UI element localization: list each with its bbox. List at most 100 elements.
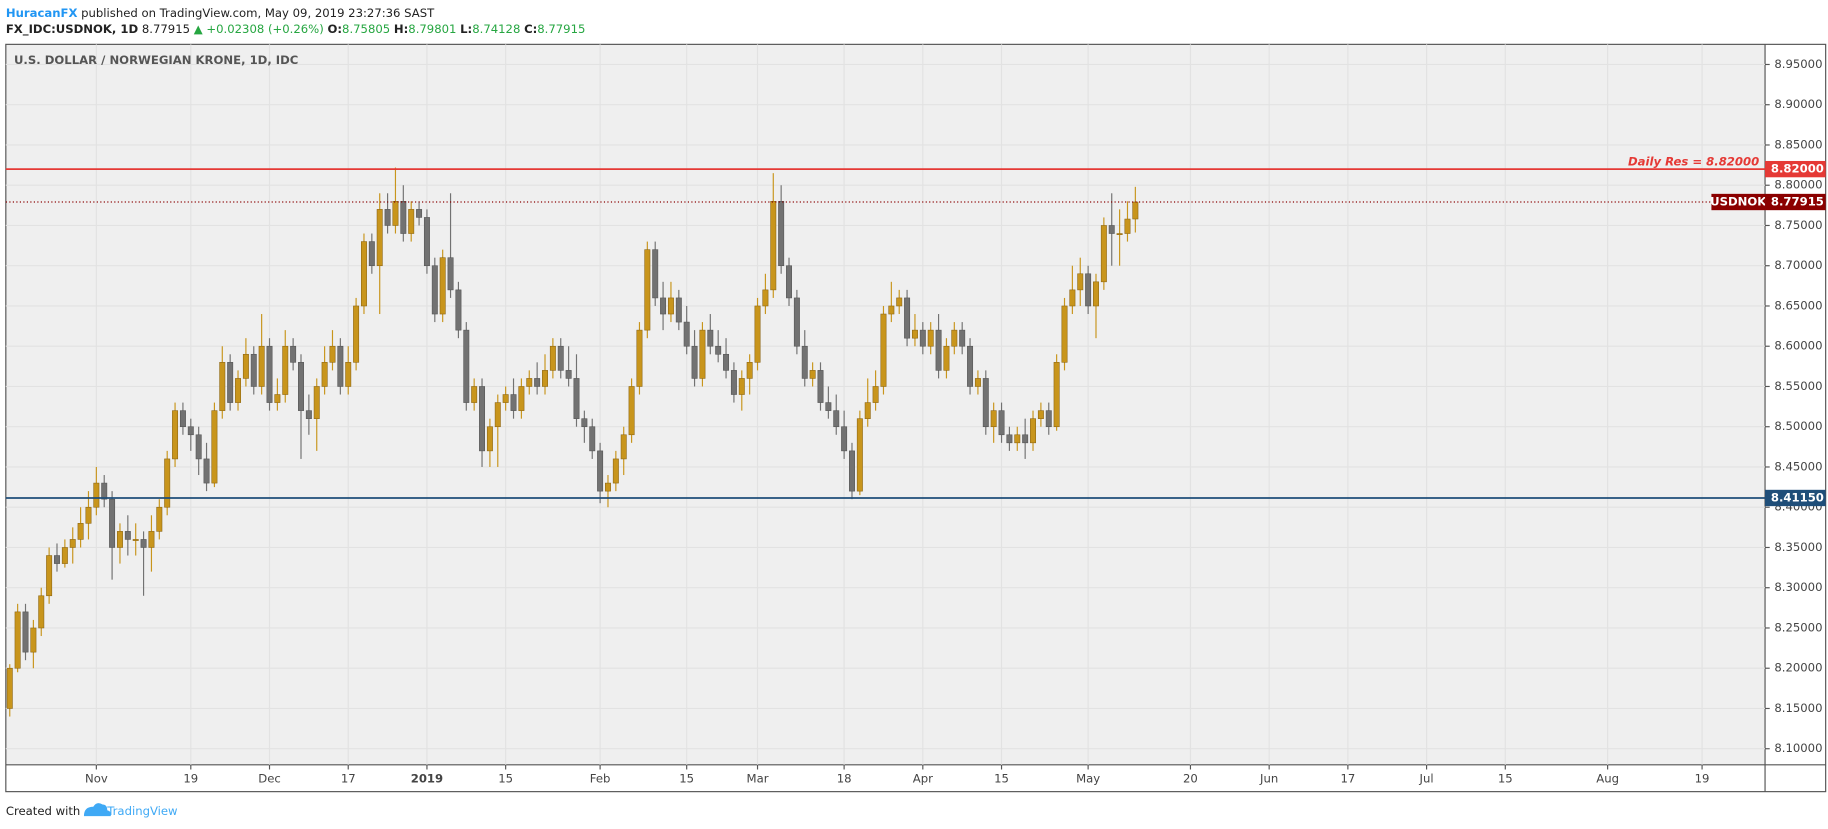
candle-body	[345, 362, 352, 387]
candle-body	[360, 241, 367, 307]
candle-body	[605, 482, 611, 492]
frame	[5, 43, 1827, 793]
candle-body	[368, 241, 375, 267]
y-tick-label: 8.90000	[1774, 97, 1822, 111]
level-tag	[1765, 160, 1826, 178]
candle-body	[392, 201, 399, 226]
candle-body	[510, 394, 517, 411]
x-tick-label: 17	[341, 771, 356, 785]
candle-body	[1022, 434, 1029, 444]
candle-body	[573, 378, 580, 419]
candle-body	[235, 378, 242, 403]
candle-body	[707, 329, 714, 347]
y-tick-label: 8.70000	[1774, 258, 1822, 272]
candle-body	[715, 345, 722, 355]
candle-body	[1014, 434, 1021, 444]
footer-brand: TradingView	[106, 804, 178, 818]
candle-body	[195, 434, 202, 460]
candle-body	[124, 531, 131, 540]
symbol-tag	[1711, 193, 1766, 211]
candle-body	[911, 329, 918, 339]
candle-body	[22, 611, 29, 653]
candle-body	[904, 297, 911, 339]
candle-body	[479, 386, 486, 452]
candle-body	[1030, 418, 1036, 444]
candle-body	[935, 329, 942, 371]
candle-body	[1085, 273, 1092, 307]
x-tick-label: 15	[498, 771, 513, 785]
x-tick-label: 18	[837, 771, 852, 785]
x-tick-label: Nov	[85, 771, 108, 785]
candle-body	[376, 209, 383, 267]
candle-body	[242, 353, 249, 379]
x-tick-label: Mar	[747, 771, 769, 785]
candle-body	[227, 362, 234, 403]
y-tick-label: 8.15000	[1774, 701, 1822, 715]
candle-body	[762, 289, 769, 307]
candle-body	[258, 345, 265, 387]
publish-line: HuracanFX published on TradingView.com, …	[6, 5, 435, 19]
y-tick-label: 8.55000	[1774, 379, 1822, 393]
candle-body	[518, 386, 525, 411]
candle-body	[1045, 410, 1052, 428]
candle-body	[990, 410, 997, 428]
y-tick-label: 8.75000	[1774, 218, 1822, 232]
candle-body	[982, 378, 989, 428]
candle-body	[54, 555, 60, 564]
candle-body	[667, 297, 674, 315]
candle-body	[203, 458, 210, 484]
candle-body	[723, 353, 730, 371]
candle-body	[1077, 273, 1084, 291]
candle-body	[746, 362, 753, 379]
candle-body	[431, 265, 438, 315]
candle-body	[919, 329, 926, 347]
y-tick-label: 8.45000	[1774, 459, 1822, 473]
candle-body	[754, 305, 761, 363]
candle-body	[1116, 233, 1123, 235]
candle-body	[699, 329, 706, 379]
candle-body	[313, 386, 320, 419]
candle-body	[423, 217, 430, 267]
candle-body	[447, 257, 454, 291]
candle-body	[1132, 201, 1139, 220]
quote-line: FX_IDC:USDNOK, 1D 8.77915 ▲ +0.02308 (+0…	[6, 22, 586, 37]
candle-body	[187, 426, 194, 436]
y-tick-label: 8.60000	[1774, 339, 1822, 353]
c-label: C:	[524, 22, 537, 36]
x-tick-label: Dec	[258, 771, 281, 785]
candle-body	[384, 209, 391, 226]
candle-body	[636, 329, 643, 387]
candle-body	[612, 458, 619, 484]
candle-body	[534, 378, 541, 387]
candle-body	[896, 297, 903, 307]
candle-body	[542, 370, 548, 387]
candle-body	[770, 201, 777, 291]
candle-body	[471, 386, 478, 403]
candle-body	[809, 370, 816, 379]
author: HuracanFX	[6, 5, 78, 19]
symbol-tag-label: USDNOK	[1710, 195, 1767, 209]
candle-body	[486, 426, 493, 452]
candle-body	[1061, 305, 1068, 363]
candle-body	[1093, 281, 1099, 307]
candle-body	[557, 345, 564, 371]
candle-body	[455, 289, 462, 331]
candle-body	[652, 249, 659, 299]
candle-body	[337, 345, 344, 387]
candle-body	[85, 506, 92, 524]
candle-body	[833, 410, 840, 428]
candle-body	[290, 345, 297, 363]
x-tick-label: 15	[994, 771, 1009, 785]
x-tick-label: Aug	[1596, 771, 1619, 785]
candle-body	[951, 329, 958, 347]
level-tag-label: 8.82000	[1771, 162, 1824, 176]
candle-body	[6, 667, 13, 709]
candle-body	[660, 297, 667, 315]
candle-body	[793, 297, 800, 347]
x-tick-label: Jul	[1419, 771, 1434, 785]
candle-body	[675, 297, 682, 323]
symbol: FX_IDC:USDNOK, 1D	[6, 22, 139, 37]
c-value: 8.77915	[537, 22, 585, 36]
candle-body	[61, 547, 68, 564]
